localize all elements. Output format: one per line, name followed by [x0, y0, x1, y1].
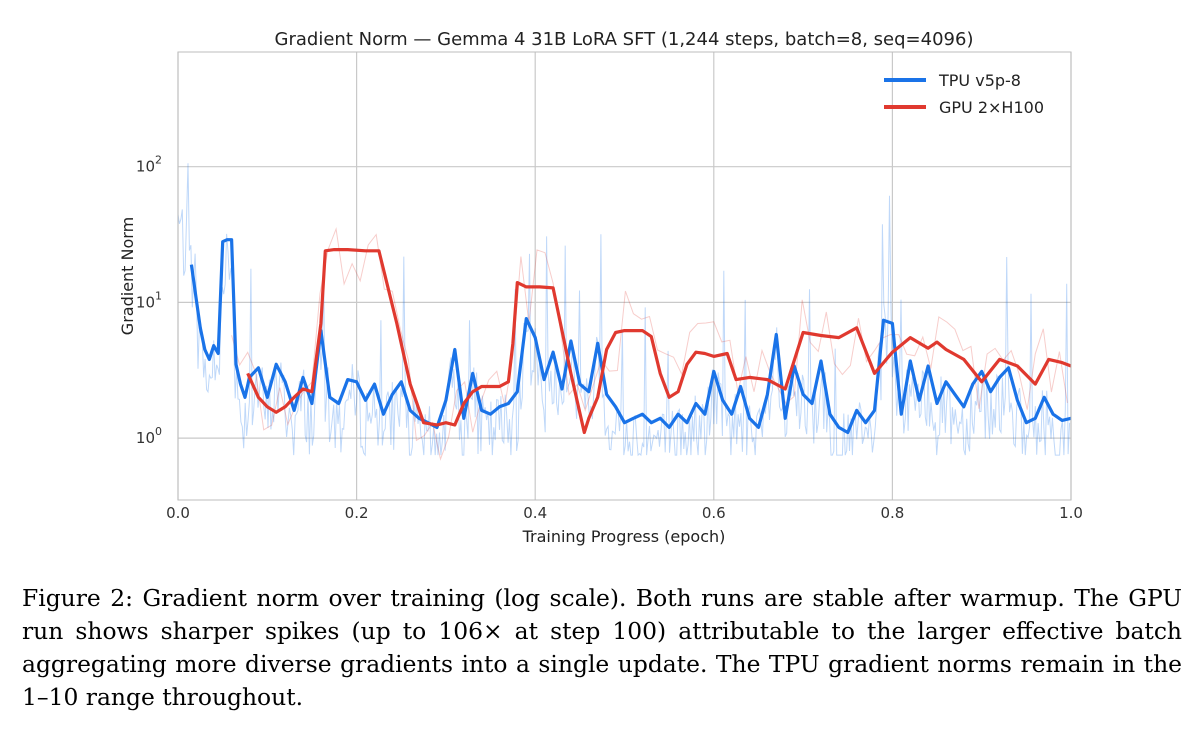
y-axis-label: Gradient Norm — [118, 217, 137, 335]
y-tick-label: 100 — [136, 425, 162, 447]
figure-caption: Figure 2: Gradient norm over training (l… — [22, 584, 1182, 711]
y-tick-label: 101 — [136, 289, 162, 311]
gpu-raw-trace — [231, 227, 1068, 461]
x-axis-label: Training Progress (epoch) — [522, 527, 726, 546]
x-tick-label: 0.4 — [523, 504, 547, 522]
series-lines — [189, 238, 1072, 435]
x-tick-label: 0.0 — [166, 504, 190, 522]
raw-traces — [177, 163, 1071, 461]
legend: TPU v5p-8 GPU 2×H100 — [884, 71, 1044, 117]
plot-frame — [177, 51, 1072, 501]
legend-label: TPU v5p-8 — [938, 71, 1021, 90]
x-tick-label: 0.6 — [702, 504, 726, 522]
x-tick-label: 0.2 — [345, 504, 369, 522]
gpu-series-line — [246, 248, 1072, 435]
x-tick-label: 1.0 — [1059, 504, 1083, 522]
y-tick-label: 102 — [136, 154, 162, 176]
legend-label: GPU 2×H100 — [939, 98, 1044, 117]
plot-background — [178, 52, 1071, 500]
chart-title: Gradient Norm — Gemma 4 31B LoRA SFT (1,… — [275, 29, 974, 50]
gradient-norm-chart: 0.0 0.2 0.4 0.6 0.8 1.0 100 101 102 Gradient No… — [118, 29, 1083, 546]
x-axis-ticks: 0.0 0.2 0.4 0.6 0.8 1.0 — [166, 504, 1083, 522]
x-tick-label: 0.8 — [880, 504, 904, 522]
tpu-raw-trace — [177, 163, 1071, 457]
plot-border — [177, 51, 1072, 501]
y-axis-ticks: 100 101 102 — [136, 154, 162, 447]
